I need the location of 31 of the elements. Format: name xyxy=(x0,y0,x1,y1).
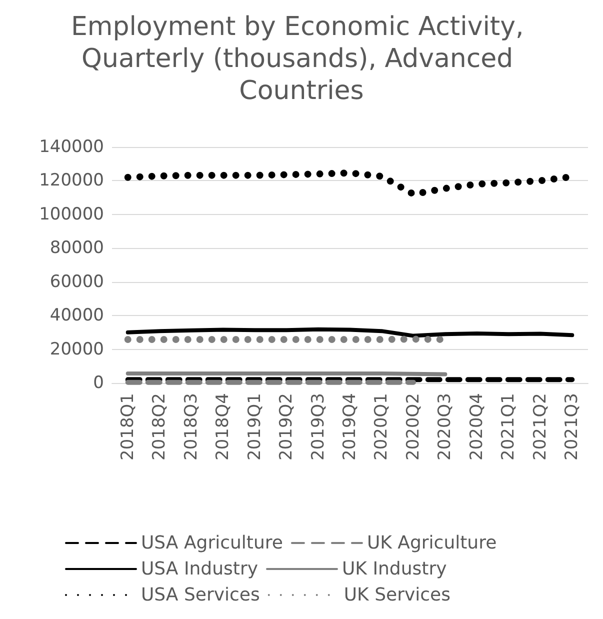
x-tick-label: 2020Q3 xyxy=(435,393,456,460)
x-tick-label: 2020Q4 xyxy=(466,393,487,460)
legend-label: USA Services xyxy=(141,584,260,606)
x-tick-label: 2018Q4 xyxy=(213,393,234,460)
legend-label: USA Agriculture xyxy=(141,532,283,554)
y-tick-label: 60000 xyxy=(50,272,104,292)
x-tick-label: 2021Q3 xyxy=(562,393,582,460)
y-tick-label: 80000 xyxy=(50,238,104,258)
x-tick-label: 2019Q1 xyxy=(244,393,265,460)
x-tick-label: 2018Q1 xyxy=(118,393,138,460)
y-tick-label: 40000 xyxy=(50,306,104,326)
y-tick-label: 20000 xyxy=(50,339,104,360)
y-tick-label: 100000 xyxy=(39,204,104,224)
x-tick-label: 2021Q1 xyxy=(498,393,519,460)
x-tick-label: 2021Q2 xyxy=(530,393,550,460)
chart-title: Employment by Economic Activity, Quarterly (thousands), Advanced Countries xyxy=(70,12,532,106)
y-tick-label: 120000 xyxy=(39,170,104,191)
x-tick-label: 2019Q3 xyxy=(308,393,328,460)
legend-label: USA Industry xyxy=(141,558,258,580)
x-tick-label: 2020Q1 xyxy=(372,393,392,460)
x-tick-label: 2019Q4 xyxy=(340,393,360,460)
x-tick-label: 2020Q2 xyxy=(403,393,424,460)
legend-label: UK Industry xyxy=(342,558,448,580)
x-tick-label: 2018Q2 xyxy=(150,393,170,460)
x-tick-label: 2019Q2 xyxy=(276,393,297,460)
legend-label: UK Services xyxy=(344,584,450,606)
y-tick-label: 0 xyxy=(93,373,104,393)
x-tick-label: 2018Q3 xyxy=(181,393,202,460)
line-series xyxy=(126,327,574,338)
legend-label: UK Agriculture xyxy=(366,532,497,554)
y-tick-label: 140000 xyxy=(39,137,104,157)
